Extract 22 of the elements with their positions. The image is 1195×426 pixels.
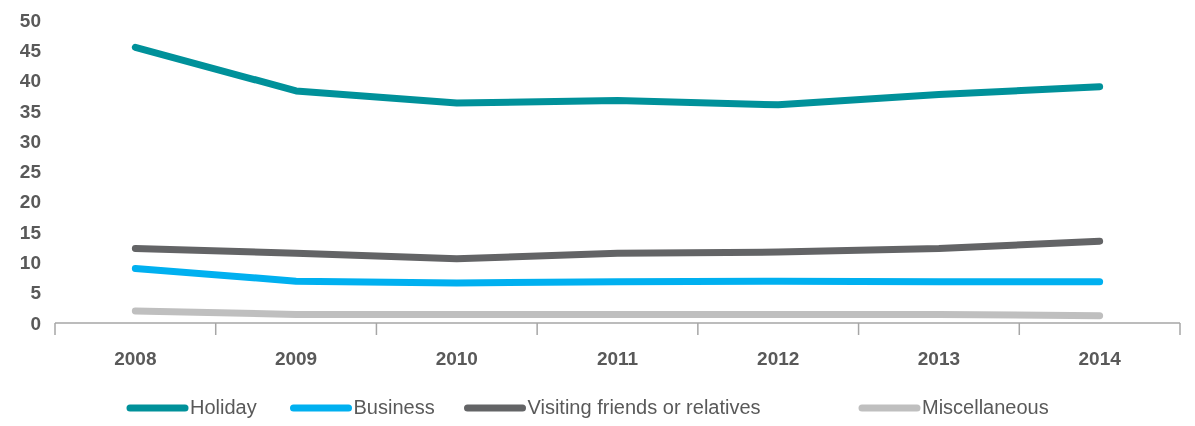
y-tick-label: 35 bbox=[19, 100, 42, 122]
legend-label: Visiting friends or relatives bbox=[527, 396, 761, 418]
y-tick-label: 25 bbox=[19, 161, 42, 183]
y-tick-label: 0 bbox=[30, 312, 41, 334]
x-tick-label: 2008 bbox=[114, 348, 157, 369]
y-tick-label: 15 bbox=[19, 221, 42, 243]
x-tick-label: 2010 bbox=[435, 348, 478, 369]
y-tick-label: 10 bbox=[19, 252, 41, 274]
y-tick-label: 40 bbox=[19, 70, 41, 92]
y-tick-label: 5 bbox=[30, 282, 42, 304]
x-tick-label: 2011 bbox=[596, 348, 639, 369]
legend-label: Holiday bbox=[190, 396, 257, 418]
legend-label: Miscellaneous bbox=[922, 396, 1049, 418]
x-tick-label: 2009 bbox=[274, 348, 318, 369]
y-tick-label: 20 bbox=[19, 191, 41, 213]
y-tick-label: 50 bbox=[19, 9, 41, 31]
x-tick-label: 2013 bbox=[917, 348, 961, 369]
y-tick-label: 30 bbox=[19, 130, 41, 152]
legend-label: Business bbox=[353, 396, 435, 418]
y-tick-label: 45 bbox=[19, 39, 42, 61]
x-tick-label: 2012 bbox=[757, 348, 800, 369]
x-tick-label: 2014 bbox=[1078, 348, 1122, 369]
